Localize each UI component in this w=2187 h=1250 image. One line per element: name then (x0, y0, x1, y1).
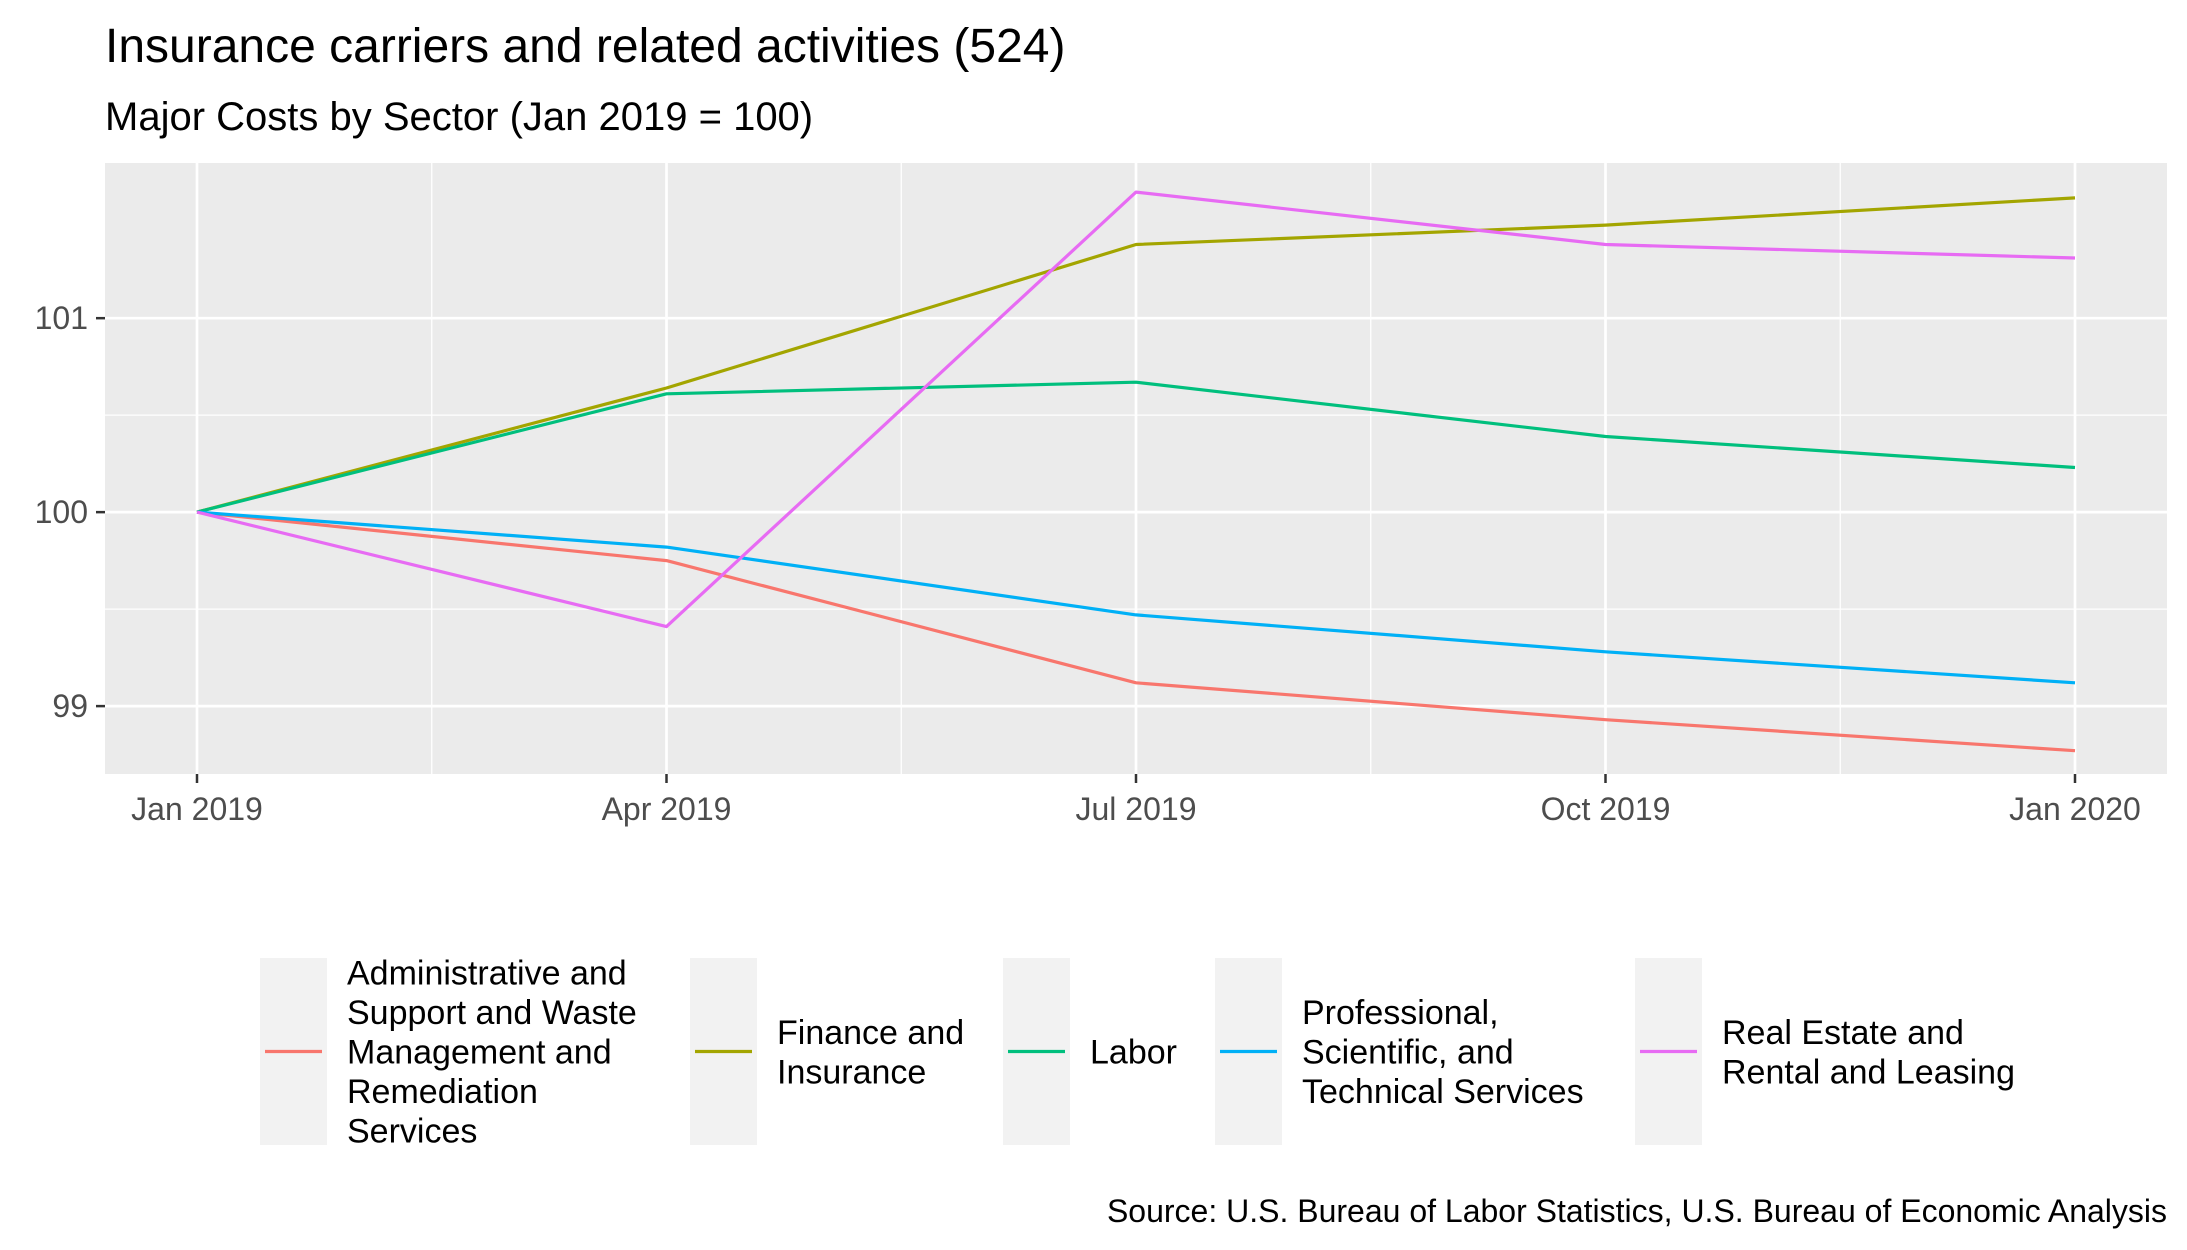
legend-label-1: Finance and Insurance (777, 1014, 964, 1092)
y-tick-label: 101 (35, 300, 88, 336)
series-line-1 (196, 196, 2076, 514)
series-line-2 (196, 380, 2076, 514)
legend-label-2: Labor (1090, 1034, 1177, 1072)
chart-subtitle: Major Costs by Sector (Jan 2019 = 100) (105, 95, 813, 139)
legend: Administrative and Support and Waste Manag… (260, 955, 2015, 1151)
series-lines (196, 190, 2076, 753)
x-tick-label: Jan 2019 (131, 791, 263, 827)
chart-title: Insurance carriers and related activitie… (105, 20, 1065, 73)
x-axis: Jan 2019 Apr 2019 Jul 2019 Oct 2019 Jan 2020 (131, 774, 2141, 827)
x-tick-label: Jul 2019 (1076, 791, 1197, 827)
x-tick-label: Oct 2019 (1541, 791, 1671, 827)
legend-label-3: Professional, Scientific, and Technical Se… (1302, 994, 1584, 1111)
y-axis: 99 100 101 (35, 300, 105, 724)
x-tick-label: Apr 2019 (602, 791, 732, 827)
y-tick-label: 99 (52, 688, 88, 724)
y-tick-label: 100 (35, 494, 88, 530)
series-line-0 (196, 510, 2076, 753)
series-line-4 (196, 190, 2076, 629)
chart-caption: Source: U.S. Bureau of Labor Statistics,… (1107, 1193, 2167, 1229)
legend-label-4: Real Estate and Rental and Leasing (1722, 1014, 2015, 1092)
x-tick-label: Jan 2020 (2009, 791, 2141, 827)
legend-label-0: Administrative and Support and Waste Manag… (347, 955, 637, 1151)
major-gridlines (105, 163, 2167, 774)
series-line-3 (196, 510, 2076, 685)
